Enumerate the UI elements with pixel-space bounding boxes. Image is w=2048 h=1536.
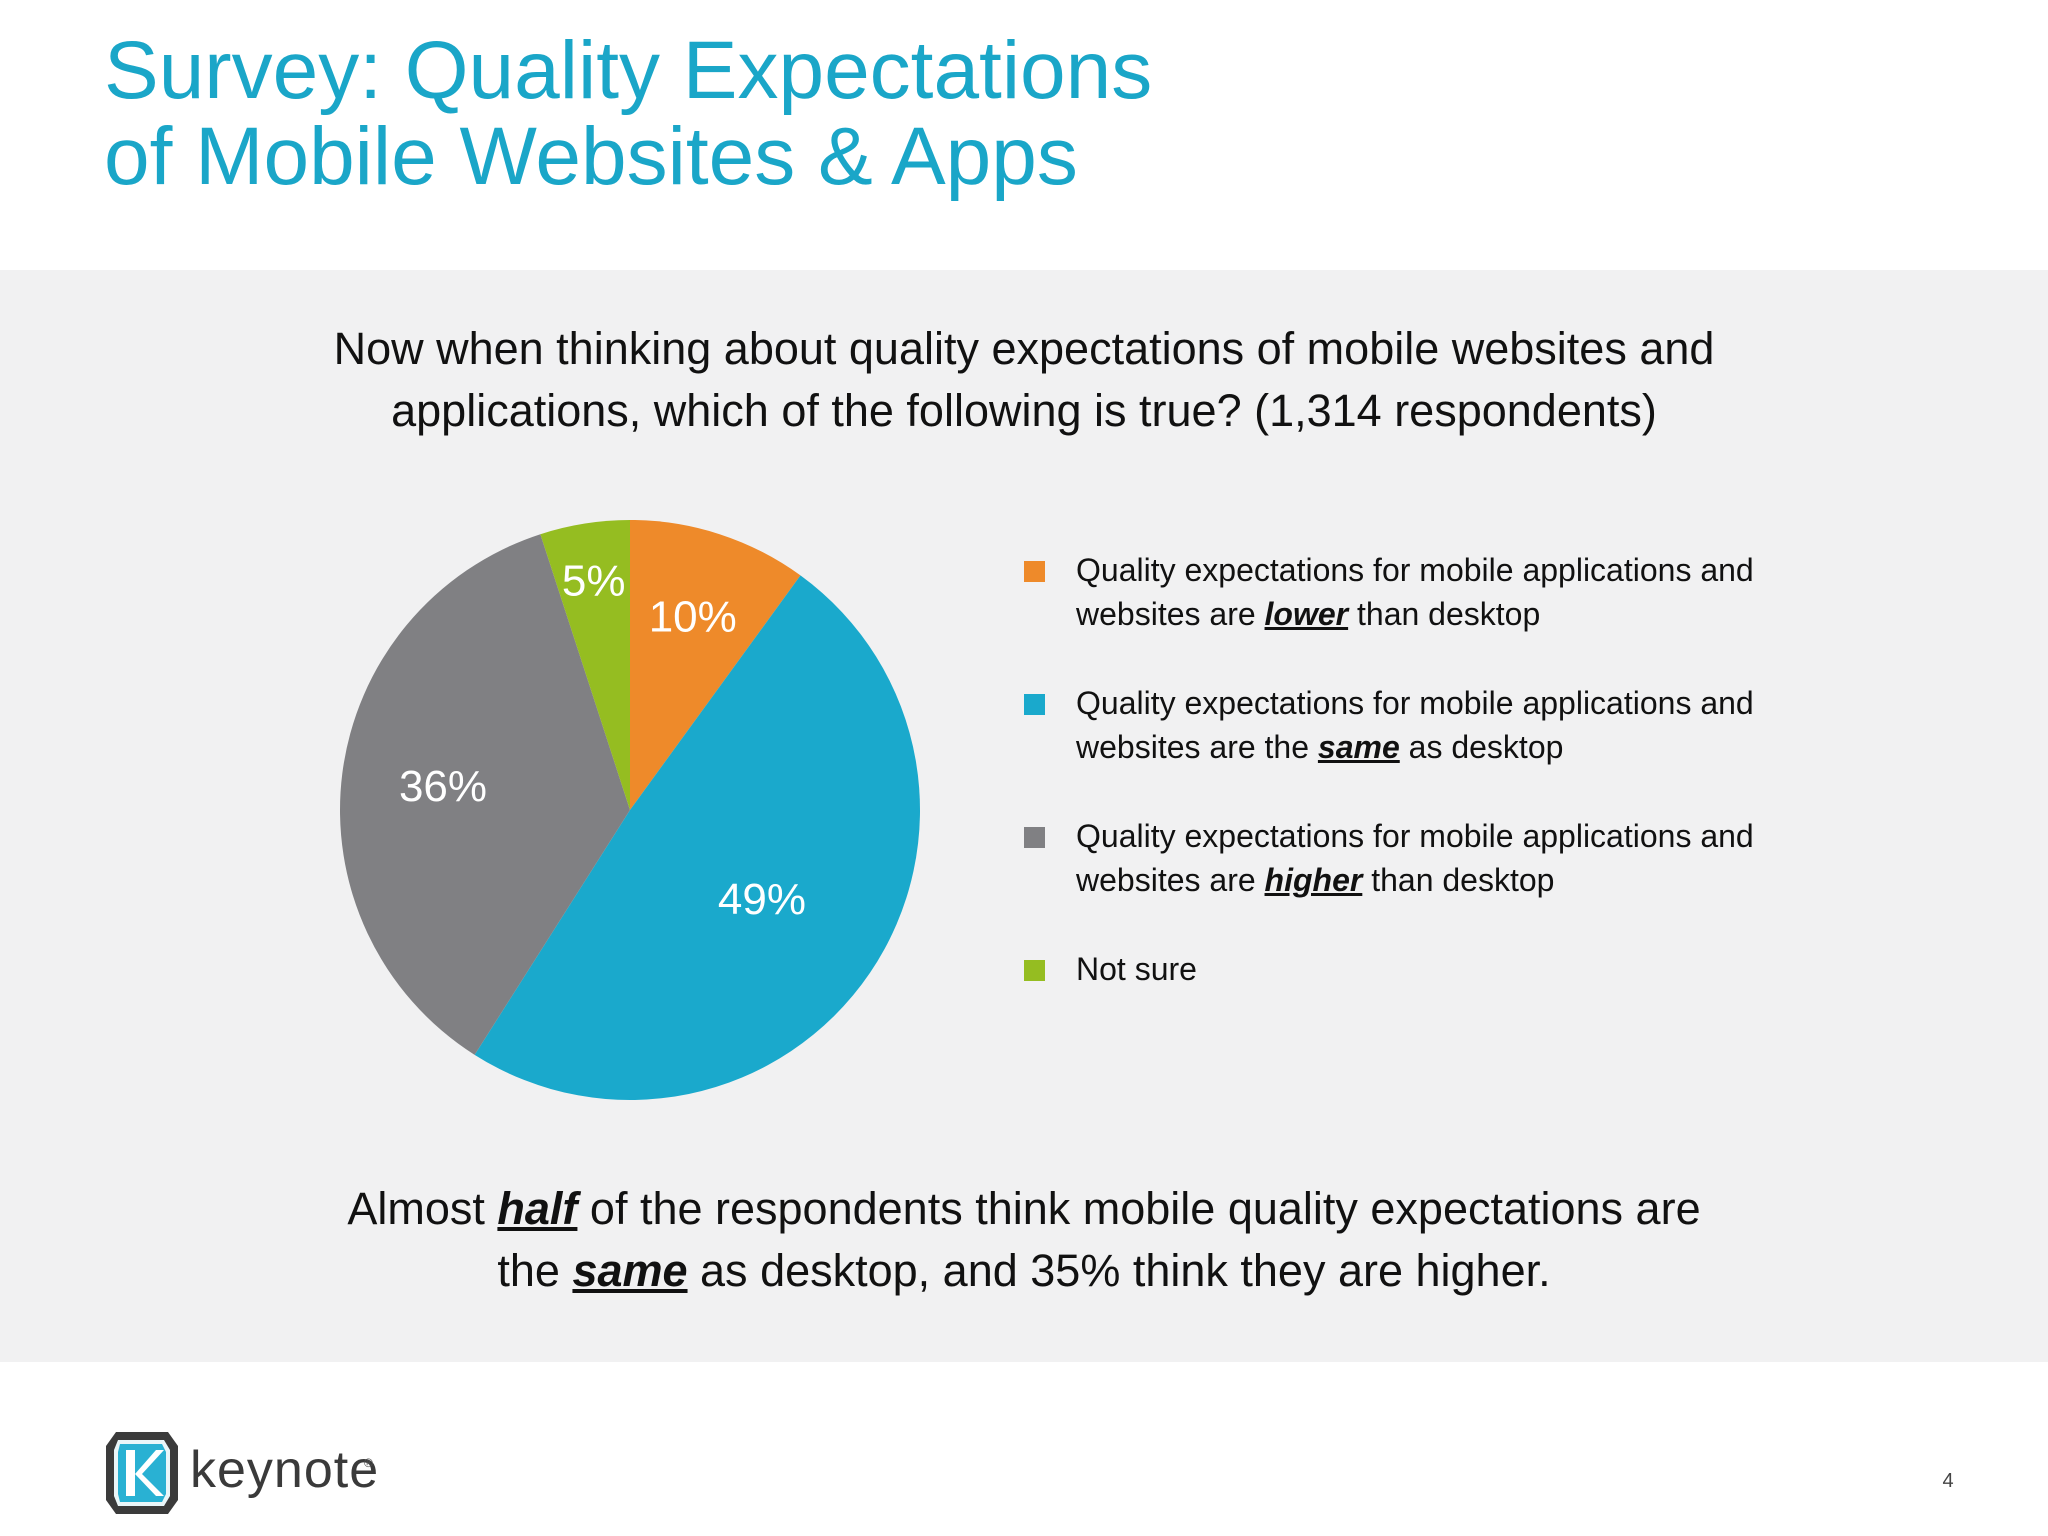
legend-text-pre: websites are [1076, 596, 1265, 632]
pie-label-higher: 36% [399, 762, 487, 811]
pie-slice-lower [630, 520, 801, 810]
summary-line-1: Almost half of the respondents think mob… [0, 1178, 2048, 1240]
survey-question-line-2: applications, which of the following is … [391, 385, 1657, 436]
registered-mark: ® [364, 1456, 373, 1470]
pie-label-same: 49% [718, 875, 806, 924]
legend-item-lower: Quality expectations for mobile applicat… [1022, 548, 1922, 636]
legend-text-line-1: Quality expectations for mobile applicat… [1076, 685, 1754, 721]
pie-label-not-sure: 5% [562, 556, 626, 605]
legend-emphasis: same [1317, 729, 1400, 765]
legend-item-same: Quality expectations for mobile applicat… [1022, 681, 1922, 769]
summary-text: the [497, 1245, 573, 1296]
legend-swatch-lower [1024, 561, 1045, 582]
legend-text-line-2: websites are higher than desktop [1076, 858, 1922, 902]
legend-text-line-2: websites are lower than desktop [1076, 592, 1922, 636]
legend-swatch-higher [1024, 827, 1045, 848]
survey-question: Now when thinking about quality expectat… [0, 318, 2048, 442]
pie-slice-not-sure [540, 520, 630, 810]
chart-legend: Quality expectations for mobile applicat… [1022, 548, 1922, 1036]
pie-label-lower: 10% [649, 592, 737, 641]
keynote-logo: keynote ® [102, 1428, 392, 1518]
summary-emphasis-same: same [572, 1245, 688, 1296]
legend-item-not-sure: Not sure [1022, 947, 1922, 991]
slide-title-line-2: of Mobile Websites & Apps [104, 111, 1078, 202]
summary-line-2: the same as desktop, and 35% think they … [0, 1240, 2048, 1302]
legend-emphasis: lower [1264, 596, 1349, 632]
legend-text-pre: websites are the [1076, 729, 1318, 765]
summary-text: Almost [347, 1183, 498, 1234]
legend-emphasis: higher [1264, 862, 1363, 898]
legend-text-post: as desktop [1399, 729, 1564, 765]
survey-question-line-1: Now when thinking about quality expectat… [333, 323, 1715, 374]
legend-text-line-1: Quality expectations for mobile applicat… [1076, 818, 1754, 854]
legend-text-line-1: Quality expectations for mobile applicat… [1076, 552, 1754, 588]
summary-text: of the respondents think mobile quality … [577, 1183, 1701, 1234]
legend-item-higher: Quality expectations for mobile applicat… [1022, 814, 1922, 902]
legend-text-line-2: websites are the same as desktop [1076, 725, 1922, 769]
legend-text-post: than desktop [1362, 862, 1555, 898]
summary-text: as desktop, and 35% think they are highe… [687, 1245, 1551, 1296]
pie-slice-same [474, 575, 921, 1101]
page-number: 4 [1942, 1470, 1954, 1492]
legend-text-pre: websites are [1076, 862, 1265, 898]
summary-emphasis-half: half [497, 1183, 578, 1234]
pie-chart: 10% 49% 36% 5% [340, 520, 921, 1101]
slide-title: Survey: Quality Expectations of Mobile W… [104, 28, 1152, 200]
legend-swatch-same [1024, 694, 1045, 715]
legend-swatch-not-sure [1024, 960, 1045, 981]
keynote-wordmark: keynote [190, 1441, 380, 1499]
slide-title-line-1: Survey: Quality Expectations [104, 25, 1153, 116]
legend-text-line-1: Not sure [1076, 951, 1197, 987]
summary-statement: Almost half of the respondents think mob… [0, 1178, 2048, 1302]
pie-slice-higher [340, 534, 630, 1055]
keynote-logo-icon [106, 1432, 178, 1514]
legend-text-post: than desktop [1348, 596, 1541, 632]
